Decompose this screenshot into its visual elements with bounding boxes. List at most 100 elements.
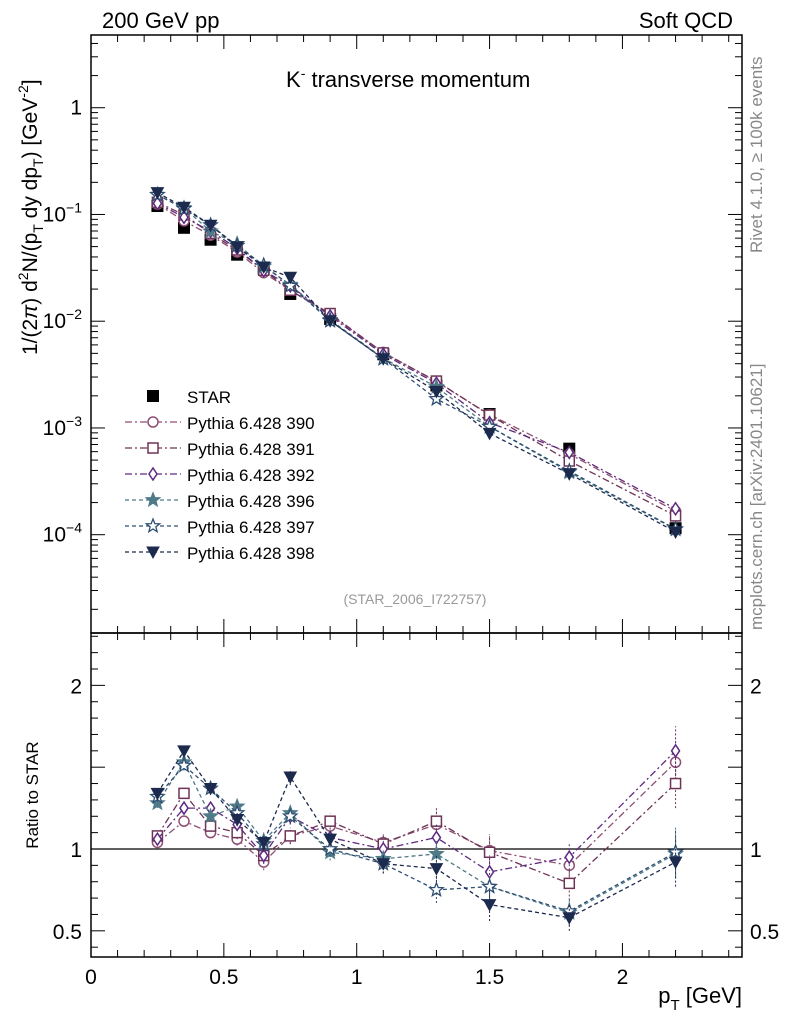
ratio-y-tick-label: 1 <box>70 839 82 862</box>
x-tick-label: 1 <box>351 966 363 989</box>
main-series-point <box>323 315 337 328</box>
ratio-series-point <box>152 831 163 847</box>
legend: STAR Pythia 6.428 390 Pythia 6.428 391 Pyth… <box>125 388 315 563</box>
ratio-series-point <box>179 800 189 816</box>
ratio-series-point <box>177 745 191 758</box>
y-tick-label: 10−2 <box>43 306 83 333</box>
ratio-y-tick-label: 2 <box>70 675 82 698</box>
main-series-point <box>670 501 681 517</box>
main-y-axis-label: 1/(2π) d2N/(pT dy dpT) [GeV-2] <box>15 79 46 355</box>
main-series-point <box>179 209 189 225</box>
main-series-point <box>177 201 191 215</box>
ratio-series-point <box>324 815 336 827</box>
ratio-series-point <box>668 856 683 870</box>
main-series-point <box>562 468 577 481</box>
ratio-series-point <box>563 877 576 890</box>
ratio-series-line <box>156 761 677 867</box>
y-tick-label: 10−3 <box>43 413 83 440</box>
main-series-point <box>256 261 271 275</box>
mcplots-label: mcplots.cern.ch [arXiv:2401.10621] <box>747 364 766 630</box>
legend-marker <box>147 416 159 428</box>
legend-label: Pythia 6.428 397 <box>187 518 315 537</box>
ratio-series-point <box>283 771 298 785</box>
ratio-plot-frame <box>90 632 743 958</box>
ratio-series-point <box>564 849 575 865</box>
ratio-plot-series <box>149 726 684 931</box>
x-tick-label: 2 <box>617 966 629 989</box>
ylabel-part-2: ) d <box>19 280 42 305</box>
x-tick-label: 1.5 <box>475 966 504 989</box>
ratio-series-point <box>175 756 193 773</box>
ratio-series-point <box>323 833 337 847</box>
ratio-series-point <box>483 846 496 859</box>
ratio-series-point <box>149 794 166 811</box>
x-axis-label-unit: [GeV] <box>680 983 742 1008</box>
ylabel-sub-t: T <box>30 224 46 233</box>
ylabel-sup-2: 2 <box>15 272 31 280</box>
x-axis-label-p: p <box>658 983 670 1008</box>
ratio-y-tick-label-right: 2 <box>750 675 762 698</box>
main-series-point <box>203 219 218 233</box>
ratio-series-point <box>670 743 681 759</box>
ratio-series-point <box>562 912 577 925</box>
ratio-series-point <box>203 782 218 796</box>
ratio-series-point <box>202 807 219 824</box>
main-series-point <box>281 276 299 293</box>
legend-marker <box>146 546 160 560</box>
x-tick-label: 0 <box>85 966 97 989</box>
ratio-series-point <box>667 843 684 860</box>
legend-marker <box>144 491 162 508</box>
ratio-series-point <box>376 858 391 871</box>
main-title-rest: transverse momentum <box>305 67 530 92</box>
ylabel-part-1: 1/(2 <box>19 319 42 355</box>
ylabel-part-3: N/(p <box>19 233 42 273</box>
ratio-series-point <box>482 899 497 912</box>
ratio-series-point <box>178 815 190 827</box>
header-left: 200 GeV pp <box>102 8 219 33</box>
ratio-series-point <box>230 814 244 827</box>
main-series-point <box>376 353 391 366</box>
analysis-label: (STAR_2006_I722757) <box>344 591 487 607</box>
main-series-point <box>668 526 683 540</box>
ratio-y-tick-label-right: 0.5 <box>750 921 779 944</box>
main-series-point <box>482 427 497 441</box>
ratio-series-point <box>429 863 444 876</box>
ratio-series-point <box>484 864 495 880</box>
y-tick-exponent: −3 <box>66 413 82 429</box>
ylabel-sub-t2: T <box>30 158 46 167</box>
ylabel-part-5: ) [GeV <box>19 98 42 159</box>
legend-label: Pythia 6.428 392 <box>187 466 315 485</box>
main-series-point <box>230 241 244 254</box>
y-tick-base: 10 <box>43 203 66 226</box>
y-tick-base: 10 <box>43 417 66 440</box>
main-title-prefix: K <box>286 67 301 92</box>
header-right: Soft QCD <box>639 8 733 33</box>
legend-label: Pythia 6.428 398 <box>187 544 315 563</box>
x-axis-label-sub: T <box>670 997 679 1014</box>
ratio-series-point <box>258 848 269 863</box>
ratio-series-point <box>256 836 271 850</box>
y-tick-base: 10 <box>43 310 66 333</box>
rivet-label: Rivet 4.1.0, ≥ 100k events <box>747 57 766 253</box>
x-tick-label: 0.5 <box>209 966 238 989</box>
legend-label: Pythia 6.428 396 <box>187 492 315 511</box>
ratio-series-point <box>321 840 339 857</box>
legend-marker-star <box>147 390 159 402</box>
y-tick-label: 1 <box>70 97 82 120</box>
ratio-series-point <box>431 830 442 845</box>
ratio-y-tick-label-right: 1 <box>750 839 762 862</box>
ratio-series-point <box>178 787 190 800</box>
ylabel-part-6: ] <box>19 79 42 85</box>
legend-label-star: STAR <box>187 388 231 407</box>
legend-marker <box>147 442 159 454</box>
main-series-point <box>283 271 298 285</box>
main-series-point <box>429 385 444 399</box>
ratio-series-line <box>156 749 676 919</box>
ylabel-part-4: dy dp <box>19 167 42 224</box>
ratio-series-point <box>150 787 165 801</box>
y-tick-exponent: −1 <box>66 199 82 215</box>
main-title-superscript: - <box>301 65 306 81</box>
ratio-series-point <box>204 820 217 832</box>
